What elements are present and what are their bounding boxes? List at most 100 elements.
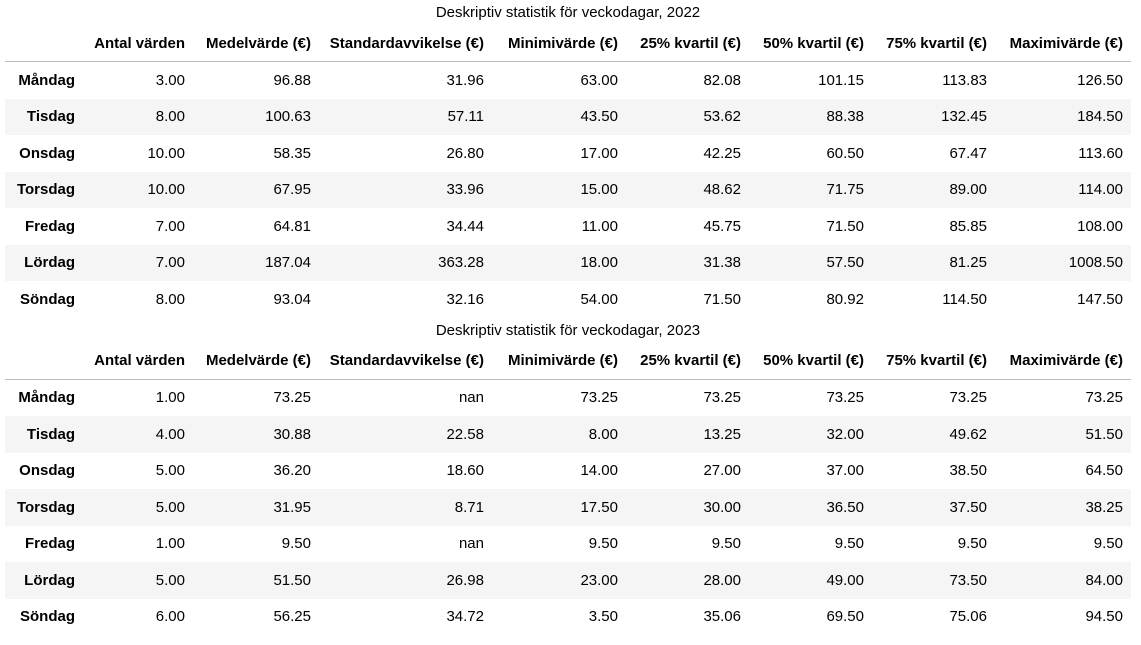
column-header: Medelvärde (€): [193, 342, 319, 380]
data-cell: 56.25: [273, 608, 311, 626]
data-cell: 6.00: [155, 608, 185, 626]
column-header: Maximivärde (€): [995, 342, 1131, 380]
table-body: Måndag 1.00 73.25 nan 73.25 73.25 73.25 73.25 73…: [5, 379, 1131, 635]
data-cell: 7.00: [155, 217, 185, 235]
column-header: Antal värden: [83, 25, 193, 62]
data-cell: 187.04: [265, 254, 311, 272]
data-cell: 49.62: [949, 425, 987, 443]
data-cell: 73.25: [1085, 389, 1123, 407]
data-cell: 31.95: [273, 498, 311, 516]
table-body: Måndag 3.00 96.88 31.96 63.00 82.08 101.15 113.…: [5, 62, 1131, 318]
data-cell: 9.50: [711, 535, 741, 553]
data-cell: 10.00: [147, 144, 185, 162]
data-cell: 8.00: [155, 108, 185, 126]
data-cell: 38.50: [949, 462, 987, 480]
data-cell: 54.00: [580, 290, 618, 308]
data-cell: 82.08: [703, 71, 741, 89]
data-cell: 64.50: [1085, 462, 1123, 480]
column-header: 25% kvartil (€): [626, 342, 749, 380]
data-cell: 88.38: [826, 108, 864, 126]
column-header: Antal värden: [83, 342, 193, 380]
data-cell: 27.00: [703, 462, 741, 480]
column-header: 75% kvartil (€): [872, 342, 995, 380]
data-cell: 36.50: [826, 498, 864, 516]
data-row: Måndag 1.00 73.25 nan 73.25 73.25 73.25 73.25 73…: [5, 379, 1131, 416]
row-header: Tisdag: [26, 425, 75, 443]
data-cell: 184.50: [1077, 108, 1123, 126]
data-cell: 48.62: [703, 181, 741, 199]
row-header: Onsdag: [19, 462, 75, 480]
data-cell: 1.00: [155, 535, 185, 553]
stats-table: Deskriptiv statistik för veckodagar, 202…: [5, 0, 1131, 318]
data-cell: 33.96: [446, 181, 484, 199]
row-header: Måndag: [18, 71, 75, 89]
row-header: Måndag: [18, 389, 75, 407]
data-cell: 32.16: [446, 290, 484, 308]
data-cell: nan: [458, 389, 484, 407]
data-cell: 363.28: [438, 254, 484, 272]
data-cell: 67.47: [949, 144, 987, 162]
row-header: Torsdag: [16, 181, 75, 199]
data-cell: 71.75: [826, 181, 864, 199]
data-row: Onsdag 10.00 58.35 26.80 17.00 42.25 60.50 67.4…: [5, 135, 1131, 172]
data-cell: 75.06: [949, 608, 987, 626]
data-row: Tisdag 8.00 100.63 57.11 43.50 53.62 88.38 132.…: [5, 98, 1131, 135]
data-cell: 51.50: [273, 571, 311, 589]
row-header: Onsdag: [19, 144, 75, 162]
data-cell: 57.50: [826, 254, 864, 272]
data-cell: 11.00: [581, 217, 618, 235]
data-cell: 113.60: [1078, 144, 1123, 162]
data-cell: 23.00: [580, 571, 618, 589]
data-cell: 31.38: [703, 254, 741, 272]
data-cell: 81.25: [949, 254, 987, 272]
data-row: Torsdag 5.00 31.95 8.71 17.50 30.00 36.50 37.50…: [5, 489, 1131, 526]
data-cell: nan: [458, 535, 484, 553]
data-cell: 37.00: [826, 462, 864, 480]
data-cell: 42.25: [703, 144, 741, 162]
data-cell: 3.50: [588, 608, 618, 626]
data-cell: 28.00: [703, 571, 741, 589]
column-header: Maximivärde (€): [995, 25, 1131, 62]
data-cell: 73.25: [580, 389, 618, 407]
data-cell: 69.50: [826, 608, 864, 626]
data-cell: 147.50: [1077, 290, 1123, 308]
column-header: Minimivärde (€): [492, 25, 626, 62]
data-cell: 34.72: [446, 608, 484, 626]
column-header: 25% kvartil (€): [626, 25, 749, 62]
row-header: Fredag: [24, 535, 75, 553]
data-cell: 67.95: [273, 181, 311, 199]
data-cell: 35.06: [703, 608, 741, 626]
data-row: Söndag 8.00 93.04 32.16 54.00 71.50 80.92 114.5…: [5, 281, 1131, 318]
data-row: Söndag 6.00 56.25 34.72 3.50 35.06 69.50 75.06 9…: [5, 599, 1131, 636]
data-row: Måndag 3.00 96.88 31.96 63.00 82.08 101.15 113.…: [5, 62, 1131, 99]
data-cell: 5.00: [155, 462, 185, 480]
data-cell: 73.50: [949, 571, 987, 589]
data-row: Lördag 5.00 51.50 26.98 23.00 28.00 49.00 73.50…: [5, 562, 1131, 599]
data-cell: 114.50: [942, 290, 987, 308]
data-cell: 60.50: [826, 144, 864, 162]
data-cell: 26.80: [446, 144, 484, 162]
data-cell: 37.50: [949, 498, 987, 516]
row-header: Söndag: [20, 290, 75, 308]
data-cell: 49.00: [826, 571, 864, 589]
column-header: 75% kvartil (€): [872, 25, 995, 62]
data-cell: 8.00: [588, 425, 618, 443]
data-cell: 13.25: [703, 425, 741, 443]
data-cell: 8.00: [155, 290, 185, 308]
data-cell: 101.15: [818, 71, 864, 89]
table-header: Antal värden Medelvärde (€) Standardavvike…: [5, 25, 1131, 62]
data-cell: 85.85: [949, 217, 987, 235]
column-header: 50% kvartil (€): [749, 25, 872, 62]
data-row: Torsdag 10.00 67.95 33.96 15.00 48.62 71.75 89.…: [5, 171, 1131, 208]
column-header: Standardavvikelse (€): [319, 25, 492, 62]
data-cell: 18.60: [446, 462, 484, 480]
data-cell: 15.00: [580, 181, 618, 199]
data-row: Tisdag 4.00 30.88 22.58 8.00 13.25 32.00 49.62 5…: [5, 416, 1131, 453]
data-cell: 9.50: [834, 535, 864, 553]
data-cell: 8.71: [454, 498, 484, 516]
row-header: Torsdag: [16, 498, 75, 516]
data-cell: 9.50: [588, 535, 618, 553]
data-cell: 73.25: [273, 389, 311, 407]
data-cell: 18.00: [580, 254, 618, 272]
